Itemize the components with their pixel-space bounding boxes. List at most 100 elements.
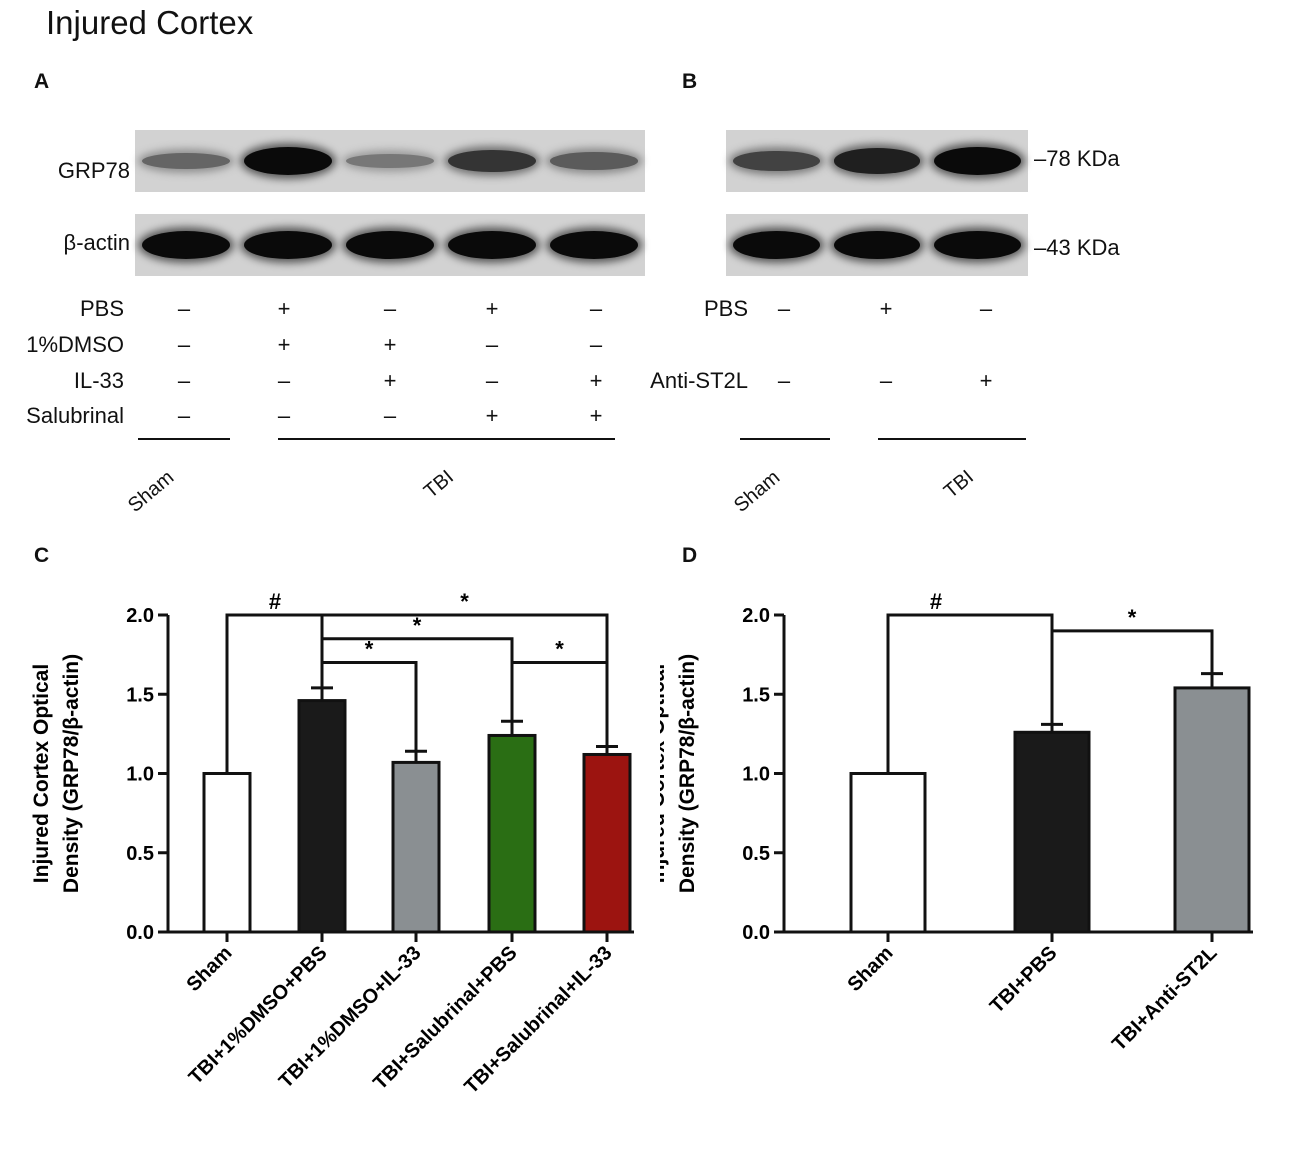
- treatment-a-pbs-label: PBS: [79, 296, 124, 321]
- blot-b-grp78-strip: [726, 130, 1028, 192]
- treatment-sign: +: [979, 368, 993, 393]
- treatment-sign: –: [589, 296, 603, 321]
- blot-band: [346, 231, 434, 259]
- group-a-sham-label: Sham: [124, 466, 179, 517]
- bar: [487, 733, 537, 934]
- treatment-sign: +: [485, 403, 499, 428]
- treatment-sign: +: [589, 403, 603, 428]
- y-tick-label: 1.0: [126, 764, 154, 786]
- x-tick-label: Sham: [843, 942, 897, 996]
- chart-c: 0.0 0.5 1.0 1.5 2.0 Injured Cortex Optical Den…: [30, 589, 634, 1098]
- y-tick-label: 0.0: [742, 922, 770, 944]
- bar: [1173, 686, 1251, 934]
- figure-title: Injured Cortex: [46, 4, 254, 41]
- blot-band: [733, 231, 820, 259]
- y-tick-label: 2.0: [126, 605, 154, 627]
- y-axis-label: Injured Cortex Optical: [660, 664, 669, 883]
- treatment-a-salubrinal-label: Salubrinal: [26, 403, 124, 428]
- significance-symbol: *: [555, 637, 564, 662]
- group-b-sham-label: Sham: [730, 466, 785, 517]
- treatment-sign: –: [383, 403, 397, 428]
- treatment-sign: –: [177, 332, 191, 357]
- treatment-b-antist2l-label: Anti-ST2L: [650, 368, 748, 393]
- treatment-sign: –: [177, 296, 191, 321]
- treatment-sign: –: [177, 403, 191, 428]
- blot-band: [833, 148, 921, 174]
- panel-c-label: C: [34, 544, 50, 567]
- treatment-sign: +: [277, 332, 291, 357]
- marker-78kda-label: –78 KDa: [1034, 146, 1120, 171]
- y-tick-label: 0.5: [742, 843, 770, 865]
- treatment-sign: –: [485, 332, 499, 357]
- y-tick-label: 2.0: [742, 605, 770, 627]
- treatment-a-il33-label: IL-33: [73, 368, 124, 393]
- blot-band: [934, 147, 1021, 175]
- blot-band: [142, 152, 230, 170]
- blot-a-actin-strip: [135, 214, 645, 276]
- significance-symbol: #: [269, 589, 281, 614]
- x-tick-label: Sham: [182, 942, 236, 996]
- significance-bracket: [1050, 629, 1214, 725]
- group-b-tbi-line: [878, 438, 1026, 440]
- treatment-sign: –: [979, 296, 993, 321]
- treatment-sign: +: [383, 332, 397, 357]
- bar: [202, 772, 252, 934]
- y-axis-label: Density (GRP78/β-actin): [676, 654, 699, 893]
- treatment-sign: –: [589, 332, 603, 357]
- treatment-sign: –: [277, 403, 291, 428]
- significance-symbol: *: [460, 589, 469, 614]
- bar: [582, 752, 632, 934]
- blot-band: [448, 149, 536, 173]
- bar: [1013, 730, 1091, 934]
- blot-band: [448, 231, 536, 259]
- blot-band: [142, 231, 230, 259]
- blot-band: [550, 231, 638, 259]
- group-a-tbi-label: TBI: [420, 465, 458, 503]
- y-tick-label: 1.5: [742, 684, 770, 706]
- bar: [297, 699, 347, 934]
- group-b-sham-line: [740, 438, 830, 440]
- significance-symbol: *: [365, 637, 374, 662]
- treatment-sign: +: [277, 296, 291, 321]
- y-axis-label: Density (GRP78/β-actin): [60, 654, 83, 893]
- significance-symbol: *: [413, 613, 422, 638]
- y-tick-label: 1.5: [126, 684, 154, 706]
- treatment-a-dmso-label: 1%DMSO: [26, 332, 124, 357]
- x-tick-label: TBI+PBS: [986, 942, 1062, 1018]
- panel-a-label: A: [34, 70, 50, 93]
- y-tick-label: 0.0: [126, 922, 154, 944]
- treatment-b-pbs-label: PBS: [703, 296, 748, 321]
- treatment-sign: –: [277, 368, 291, 393]
- chart-d: 0.0 0.5 1.0 1.5 2.0 Injured Cortex Optical Den…: [660, 589, 1253, 1055]
- y-tick-label: 1.0: [742, 764, 770, 786]
- y-tick-label: 0.5: [126, 843, 154, 865]
- treatment-sign: –: [383, 296, 397, 321]
- treatment-sign: –: [777, 368, 791, 393]
- y-axis-label: Injured Cortex Optical: [30, 664, 53, 883]
- blot-band: [244, 147, 332, 175]
- group-a-sham-line: [138, 438, 230, 440]
- group-a-tbi-line: [278, 438, 615, 440]
- blot-a-row-actin-label: β-actin: [63, 230, 130, 255]
- blot-a-row-grp78-label: GRP78: [57, 158, 130, 183]
- significance-symbol: #: [930, 589, 942, 614]
- significance-bracket: [320, 661, 418, 752]
- significance-bracket: [510, 661, 609, 747]
- bar: [391, 760, 441, 934]
- treatment-sign: –: [177, 368, 191, 393]
- significance-bracket: [320, 613, 609, 747]
- treatment-sign: +: [589, 368, 603, 393]
- blot-band: [244, 231, 332, 259]
- blot-band: [733, 150, 820, 172]
- marker-43kda-label: –43 KDa: [1034, 235, 1120, 260]
- blot-band: [550, 152, 638, 170]
- panel-b-label: B: [682, 70, 698, 93]
- treatment-sign: –: [879, 368, 893, 393]
- treatment-sign: –: [485, 368, 499, 393]
- treatment-sign: +: [485, 296, 499, 321]
- blot-b-actin-strip: [726, 214, 1028, 276]
- group-b-tbi-label: TBI: [940, 465, 978, 503]
- treatment-sign: –: [777, 296, 791, 321]
- blot-band: [346, 154, 434, 168]
- significance-symbol: *: [1128, 605, 1137, 630]
